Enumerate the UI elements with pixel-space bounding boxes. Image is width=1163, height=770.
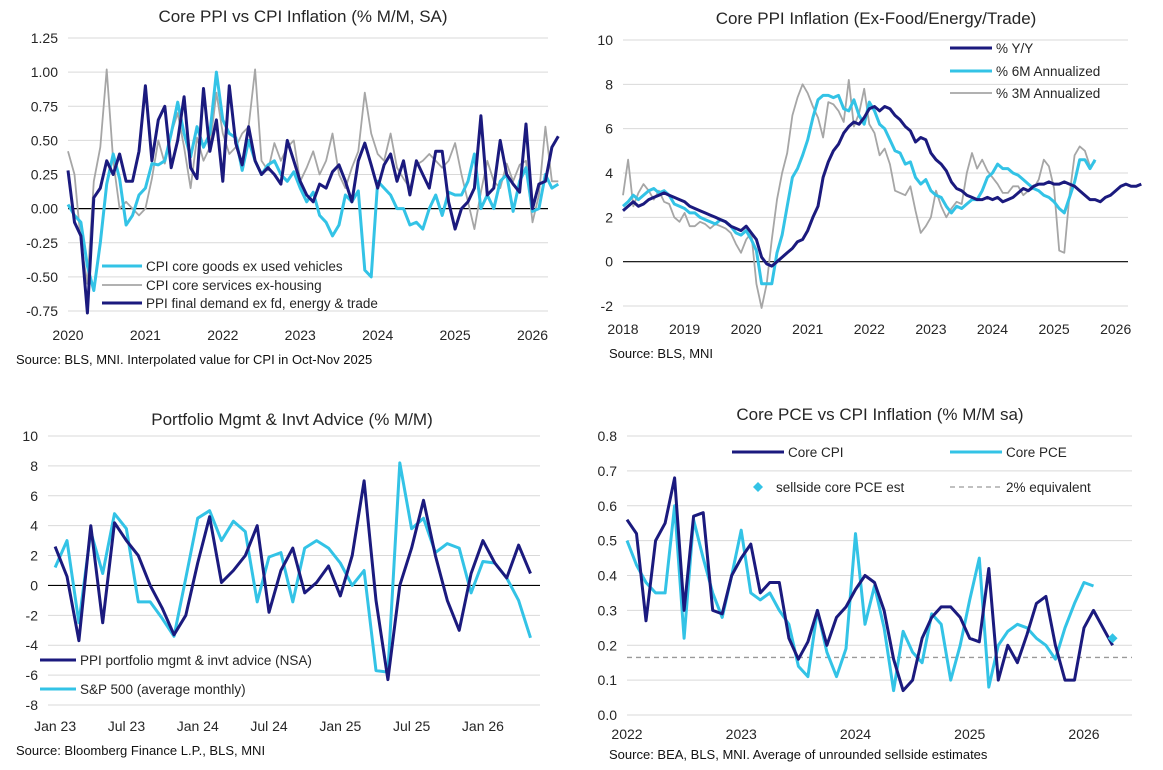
y-tick-label: 0.2 [598,637,618,653]
y-tick-label: -0.25 [26,235,58,251]
series-line [53,461,532,674]
y-tick-label: 1.00 [31,64,58,80]
source-note: Source: BLS, MNI. Interpolated value for… [16,352,372,367]
x-tick-label: Jan 26 [462,718,504,734]
legend-marker [753,482,763,492]
chart-title: Core PCE vs CPI Inflation (% M/M sa) [736,405,1023,424]
x-tick-label: 2023 [285,327,316,343]
source-note: Source: Bloomberg Finance L.P., BLS, MNI [16,743,265,758]
x-tick-label: Jul 24 [250,718,288,734]
x-tick-label: 2026 [1068,726,1099,742]
y-tick-label: 0.3 [598,602,618,618]
x-tick-label: 2024 [840,726,871,742]
y-tick-label: 0 [30,577,38,593]
legend-label: CPI core goods ex used vehicles [146,259,343,274]
legend-label: % 6M Annualized [996,64,1100,79]
legend-label: PPI portfolio mgmt & invt advice (NSA) [80,653,312,668]
legend-label: sellside core PCE est [776,480,905,495]
y-tick-label: 0.6 [598,498,618,514]
y-tick-label: -8 [26,697,39,713]
x-tick-label: 2022 [611,726,642,742]
legend-label: 2% equivalent [1006,480,1091,495]
x-tick-label: 2019 [669,321,700,337]
y-tick-label: 6 [30,488,38,504]
chart-panel-2: Core PPI Inflation (Ex-Food/Energy/Trade… [597,9,1142,361]
legend-label: % 3M Annualized [996,86,1100,101]
y-tick-label: -0.75 [26,303,58,319]
y-tick-label: 0.25 [31,167,58,183]
chart-panel-1: Core PPI vs CPI Inflation (% M/M, SA) 1.2… [16,7,560,367]
x-tick-label: 2023 [726,726,757,742]
chart-panel-4: Core PCE vs CPI Inflation (% M/M sa) 0.8 0… [598,405,1132,762]
x-tick-label: 2025 [954,726,985,742]
estimate-marker [1107,633,1118,644]
legend-label: Core PCE [1006,445,1067,460]
series-line [67,68,559,285]
x-tick-label: 2021 [130,327,161,343]
x-tick-label: Jul 23 [108,718,146,734]
series-line [625,504,1095,693]
y-tick-label: 4 [605,165,613,181]
x-tick-label: 2018 [607,321,638,337]
y-tick-label: 0.00 [31,201,58,217]
x-tick-label: 2021 [792,321,823,337]
y-tick-label: 0.4 [598,568,618,584]
series-line [625,476,1114,693]
x-tick-label: 2023 [915,321,946,337]
legend-label: PPI final demand ex fd, energy & trade [146,296,378,311]
source-note: Source: BLS, MNI [609,346,713,361]
legend-label: CPI core services ex-housing [146,278,322,293]
y-tick-label: 0.8 [598,428,618,444]
y-tick-label: 10 [597,32,613,48]
y-tick-label: 0.5 [598,533,618,549]
y-tick-label: 0.50 [31,132,58,148]
x-tick-label: 2022 [207,327,238,343]
chart-panel-3: Portfolio Mgmt & Invt Advice (% M/M) 10 8 6… [16,410,540,758]
x-tick-label: 2024 [977,321,1008,337]
series-line [622,105,1142,268]
y-tick-label: 10 [22,428,38,444]
x-tick-label: 2020 [731,321,762,337]
y-tick-label: 2 [605,209,613,225]
x-tick-label: Jan 24 [177,718,219,734]
y-tick-label: 8 [605,76,613,92]
x-tick-label: Jul 25 [393,718,431,734]
chart-title: Core PPI vs CPI Inflation (% M/M, SA) [158,7,447,26]
y-tick-label: 8 [30,458,38,474]
y-tick-label: 0.7 [598,463,618,479]
series-line [53,479,532,682]
y-tick-label: 4 [30,518,38,534]
y-tick-label: 1.25 [31,30,58,46]
y-tick-label: -2 [601,298,614,314]
legend-label: S&P 500 (average monthly) [80,682,246,697]
chart-title: Core PPI Inflation (Ex-Food/Energy/Trade… [716,9,1037,28]
x-tick-label: 2024 [362,327,393,343]
y-tick-label: -2 [26,607,39,623]
series-line [622,93,1097,286]
legend-label: Core CPI [788,445,844,460]
y-tick-label: 0 [605,254,613,270]
y-tick-label: 6 [605,121,613,137]
y-tick-label: -6 [26,667,39,683]
y-tick-label: -4 [26,637,39,653]
chart-title: Portfolio Mgmt & Invt Advice (% M/M) [151,410,433,429]
x-tick-label: 2025 [1039,321,1070,337]
y-tick-label: 0.75 [31,98,58,114]
x-tick-label: Jan 23 [34,718,76,734]
x-tick-label: Jan 25 [319,718,361,734]
x-tick-label: 2025 [440,327,471,343]
x-tick-label: 2026 [1100,321,1131,337]
source-note: Source: BEA, BLS, MNI. Average of unroun… [609,747,988,762]
series-line [66,84,560,315]
x-tick-label: 2026 [517,327,548,343]
x-tick-label: 2020 [52,327,83,343]
y-tick-label: 2 [30,548,38,564]
y-tick-label: 0.0 [598,707,618,723]
y-tick-label: -0.50 [26,269,58,285]
y-tick-label: 0.1 [598,672,618,688]
x-tick-label: 2022 [854,321,885,337]
legend-label: % Y/Y [996,41,1033,56]
